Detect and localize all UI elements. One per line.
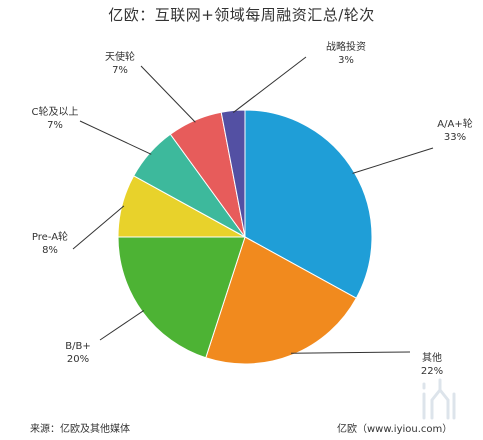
leader-line: [79, 120, 152, 155]
slice-label-value: 7%: [112, 65, 128, 76]
pie-slice: [205, 236, 357, 365]
chart-title: 亿欧：互联网+领域每周融资汇总/轮次: [108, 6, 375, 24]
brand-note: 亿欧（www.iyiou.com）: [337, 424, 453, 435]
iyiou-logo-icon: [422, 378, 456, 420]
slice-label-name: C轮及以上: [32, 105, 79, 118]
slice-label-name: 其他: [422, 351, 442, 364]
leader-line: [232, 56, 307, 113]
slice-label-value: 7%: [47, 120, 63, 131]
leader-line: [99, 310, 145, 341]
slice-label-value: 8%: [42, 245, 58, 256]
leader-line: [72, 205, 125, 250]
source-note: 来源：亿欧及其他媒体: [30, 424, 130, 435]
pie-slice: [220, 109, 246, 238]
leader-line: [291, 351, 411, 354]
leader-line: [352, 147, 434, 174]
slice-label-name: Pre-A轮: [32, 230, 68, 243]
slice-label-value: 20%: [67, 354, 89, 365]
pie-labels: A/A+轮 33% 其他 22% B/B+ 20% Pre-A轮 8% C轮及以上 7% 天使轮 7%…: [32, 40, 473, 377]
slice-label-value: 22%: [421, 366, 443, 377]
slice-label-name: 战略投资: [326, 40, 366, 53]
leader-line: [140, 65, 196, 123]
slice-label-name: 天使轮: [105, 50, 135, 63]
slice-label-name: A/A+轮: [437, 117, 472, 130]
slice-label-name: B/B+: [65, 341, 90, 352]
pie-slices: [117, 109, 373, 365]
slice-label-value: 3%: [338, 55, 354, 66]
slice-label-value: 33%: [444, 132, 466, 143]
